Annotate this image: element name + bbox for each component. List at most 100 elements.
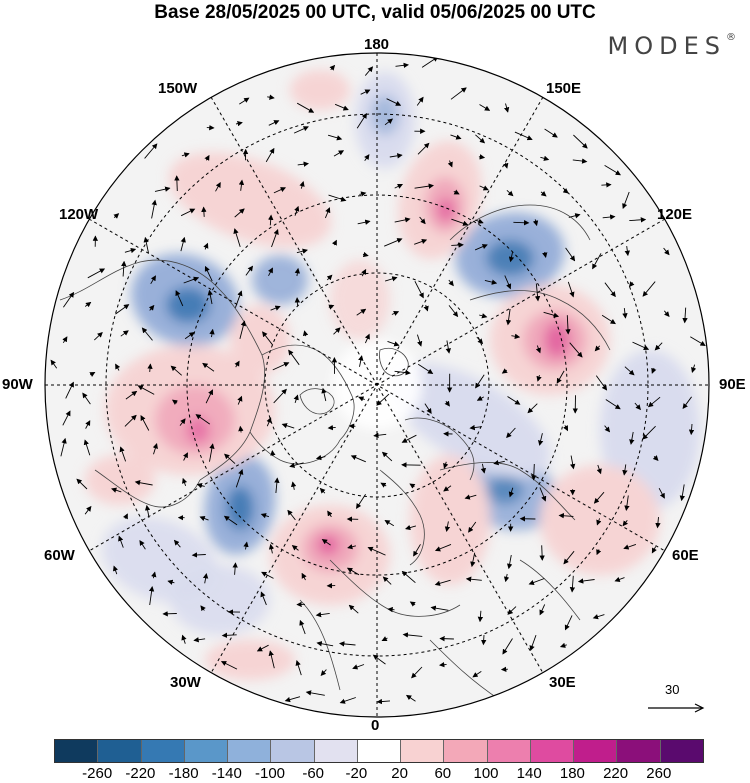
wind-vector [445,340,451,354]
wind-vector [475,374,485,389]
wind-vector [234,290,243,308]
wind-vector [358,355,364,367]
wind-vector [83,439,91,456]
wind-vector [642,425,656,440]
wind-vector [622,191,630,210]
wind-vector [321,387,327,402]
wind-vector [148,586,155,606]
wind-vector [181,634,187,644]
wind-vector [448,279,454,287]
wind-vector [504,275,512,290]
colorbar-tick-label: -140 [211,765,242,782]
wind-vector [539,487,547,502]
wind-vector [465,576,482,582]
colorbar-cell [617,740,661,762]
anomaly-blob [170,565,270,635]
colorbar-cell [98,740,142,762]
anomaly-blob [226,486,254,530]
wind-vector [352,664,365,670]
wind-vector [477,610,484,623]
wind-vector [295,660,302,676]
wind-vector [202,573,209,584]
wind-vector [111,487,122,493]
wind-vector [112,565,119,575]
wind-vector [382,576,392,585]
wind-vector [601,314,616,325]
wind-vector [327,510,333,518]
colorbar-cell [141,740,185,762]
wind-vector [474,244,488,251]
wind-vector [358,396,365,402]
wind-vector [376,393,390,406]
wind-vector [531,463,537,481]
wind-vector [651,546,657,554]
wind-vector [508,487,514,498]
wind-vector [401,570,416,584]
wind-vector [328,194,347,202]
wind-vector [84,301,92,308]
wind-vector [409,483,416,489]
wind-vector [85,420,91,429]
wind-vector [139,539,146,550]
wind-vector [476,336,484,345]
wind-vector [60,437,67,457]
wind-vector [357,219,371,225]
lon-label-120w: 120W [59,206,99,223]
wind-vector [235,469,244,488]
wind-vector [624,495,630,511]
wind-vector [416,334,423,347]
colorbar-cell [401,740,445,762]
wind-vector [386,98,402,106]
wind-vector [534,283,541,302]
graticule [45,53,709,717]
wind-vector [118,535,124,548]
wind-vector [601,182,612,188]
wind-vector [305,690,325,696]
wind-vector [294,205,300,216]
wind-vector [596,518,602,526]
wind-vector [480,634,487,646]
wind-vector [690,336,706,346]
wind-vector [234,360,240,368]
wind-vector [268,543,275,554]
wind-vector [327,424,336,431]
wind-vector [62,336,68,344]
wind-vector [688,423,695,436]
anomaly-blob [410,455,490,585]
wind-vector [183,276,200,284]
wind-vector [209,328,215,338]
wind-vector [380,482,387,488]
wind-vector [119,446,127,462]
colorbar-cell [530,740,575,762]
anomaly-field [85,70,700,680]
colorbar-tick-label: 220 [603,765,629,782]
wind-vector [622,520,629,527]
wind-vector [478,154,486,160]
wind-vector [450,87,467,100]
wind-vector [221,632,237,639]
wind-vector [324,207,331,219]
wind-vector [484,279,498,285]
wind-vector [315,611,330,618]
wind-vector [350,455,366,463]
wind-vector [469,424,482,431]
colorbar-cell [660,740,703,762]
wind-vector [479,313,488,319]
wind-vector [567,281,575,298]
wind-vector [562,188,569,194]
wind-vector [301,572,307,581]
wind-vector [268,120,280,126]
wind-vector [424,403,432,414]
wind-vector [529,634,537,652]
wind-vector [328,304,335,310]
wind-vector [293,126,309,134]
wind-vector [233,228,241,248]
wind-vector [193,637,206,643]
wind-vector [319,487,326,494]
wind-vector [273,388,287,404]
lon-label-150e: 150E [546,80,582,97]
wind-vector [82,392,91,405]
wind-vector [364,333,370,344]
wind-vector [501,368,508,374]
wind-vector [270,305,281,311]
